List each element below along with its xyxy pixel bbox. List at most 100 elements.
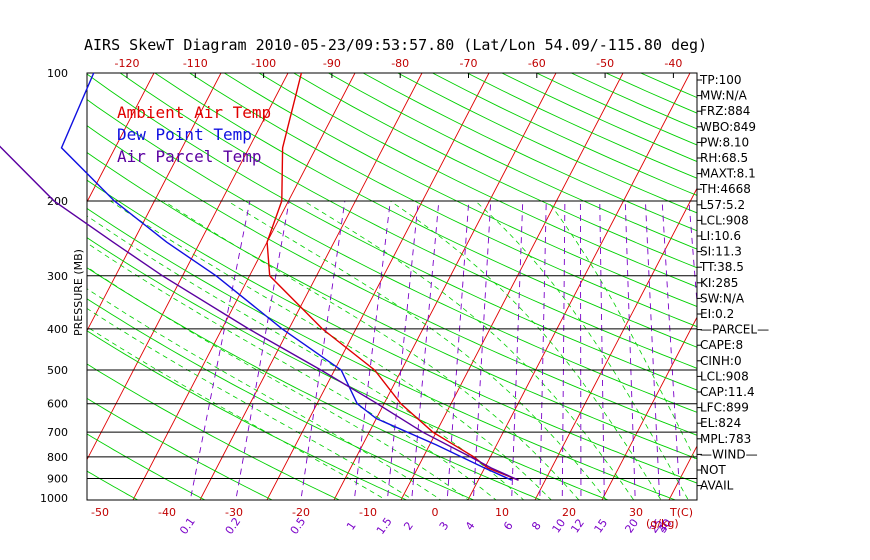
pressure-tick-label: 1000 — [40, 492, 68, 505]
isotherm-line — [534, 187, 697, 500]
isotherm-line — [799, 73, 870, 507]
bottom-temp-tick-label: 20 — [562, 506, 576, 519]
ambient-temp-line — [266, 72, 519, 481]
grid-group — [0, 73, 870, 507]
stability-index-label: EL:824 — [700, 416, 741, 430]
dry-adiabat-line — [0, 73, 82, 507]
pressure-tick-label: 800 — [47, 451, 68, 464]
mixing-ratio-line — [539, 200, 547, 500]
bottom-temp-tick-label: -30 — [225, 506, 243, 519]
mixing-ratio-tick-label: 1.5 — [374, 515, 395, 537]
isotherm-line — [732, 73, 870, 507]
isotherm-line — [87, 73, 222, 332]
dry-adiabat-line — [87, 179, 697, 484]
dry-adiabat-line — [87, 237, 610, 500]
moist-adiabat-line — [87, 288, 442, 500]
mixing-ratio-tick-label: 1 — [344, 519, 359, 532]
stability-index-label: FRZ:884 — [700, 104, 750, 118]
isotherm-line — [668, 445, 697, 500]
mixing-ratio-line — [511, 200, 524, 500]
dry-adiabat-line — [119, 73, 697, 369]
dry-adiabat-line — [87, 330, 408, 500]
dewpoint-temp-line — [60, 72, 513, 481]
mixing-ratio-line — [411, 200, 440, 500]
stability-index-label: TT:38.5 — [699, 260, 744, 274]
mixing-ratio-line — [661, 200, 681, 500]
stability-index-label: CAPE:8 — [700, 338, 743, 352]
mixing-ratio-line — [688, 200, 697, 308]
stability-index-label: PW:8.10 — [700, 135, 749, 149]
dry-adiabat-line — [87, 73, 697, 391]
legend-item: Air Parcel Temp — [117, 147, 262, 166]
stability-index-label: TH:4668 — [699, 182, 751, 196]
stability-index-label: SI:11.3 — [700, 245, 742, 259]
mixing-ratio-tick-label: 0.1 — [177, 515, 198, 537]
legend-item: Dew Point Temp — [117, 125, 252, 144]
mixing-ratio-tick-label: 15 — [592, 517, 611, 536]
moist-adiabat-line — [110, 200, 552, 500]
pressure-tick-label: 500 — [47, 364, 68, 377]
dry-adiabat-line — [87, 267, 543, 500]
pressure-tick-label: 400 — [47, 323, 68, 336]
stability-index-label: AVAIL — [700, 479, 734, 493]
mixing-ratio-tick-label: 10 — [550, 517, 569, 536]
dry-adiabat-line — [87, 125, 697, 436]
mixing-ratio-line — [189, 200, 251, 500]
bottom-temp-tick-label: -20 — [292, 506, 310, 519]
pressure-tick-label: 600 — [47, 398, 68, 411]
mixing-ratio-line — [300, 200, 346, 500]
y-axis-label: PRESSURE (MB) — [72, 249, 85, 336]
stability-index-label: —PARCEL— — [700, 323, 769, 337]
isotherm-line — [467, 73, 691, 500]
mixing-ratio-line — [235, 200, 290, 500]
bottom-temp-tick-label: -40 — [158, 506, 176, 519]
dry-adiabat-line — [87, 470, 139, 500]
dry-adiabat-line — [87, 397, 274, 500]
pressure-tick-label: 300 — [47, 270, 68, 283]
stability-index-label: MW:N/A — [700, 89, 748, 103]
temp-unit-label: T(C) — [669, 506, 693, 519]
top-temp-tick-label: -70 — [460, 57, 478, 70]
moist-adiabat-line — [475, 200, 689, 500]
stability-index-label: NOT — [700, 463, 726, 477]
dry-adiabat-line — [154, 73, 697, 348]
stability-index-label: WBO:849 — [700, 120, 756, 134]
parcel-temp-line — [0, 145, 519, 481]
isotherm-line — [87, 73, 289, 461]
isotherm-line — [333, 73, 557, 500]
isotherm-line — [199, 73, 423, 500]
moist-adiabat-line — [87, 242, 497, 500]
stability-index-label: SW:N/A — [700, 291, 745, 305]
stability-index-label: TP:100 — [699, 73, 742, 87]
isotherm-line — [87, 73, 155, 203]
moist-adiabat-line — [227, 200, 607, 500]
stability-index-label: —WIND— — [700, 447, 758, 461]
stability-index-label: RH:68.5 — [700, 151, 748, 165]
mixing-ratio-line — [472, 200, 492, 500]
stability-index-label: CAP:11.4 — [700, 385, 755, 399]
moist-adiabat-line — [87, 307, 415, 500]
legend-item: Ambient Air Temp — [117, 103, 271, 122]
mixing-ratio-line — [624, 200, 636, 500]
dry-adiabat-line — [293, 73, 697, 269]
stability-index-label: L57:5.2 — [700, 198, 745, 212]
pressure-tick-label: 700 — [47, 426, 68, 439]
top-temp-tick-label: -120 — [115, 57, 140, 70]
mixing-ratio-line — [386, 200, 419, 500]
mixing-ratio-line — [644, 200, 661, 500]
stability-index-label: KI:285 — [700, 276, 738, 290]
dry-adiabat-line — [258, 73, 697, 288]
plot-frame — [86, 72, 698, 501]
dry-adiabat-line — [328, 73, 697, 250]
isotherm-line — [0, 73, 20, 507]
bottom-temp-tick-label: 10 — [495, 506, 509, 519]
dry-adiabat-line — [87, 433, 206, 500]
stability-index-label: LI:10.6 — [700, 229, 741, 243]
top-temp-tick-label: -100 — [251, 57, 276, 70]
stability-index-label: MPL:783 — [700, 432, 751, 446]
top-temp-tick-label: -50 — [596, 57, 614, 70]
isotherm-line — [132, 73, 356, 500]
moist-adiabat-line — [87, 326, 387, 500]
dry-adiabat-line — [189, 73, 697, 328]
